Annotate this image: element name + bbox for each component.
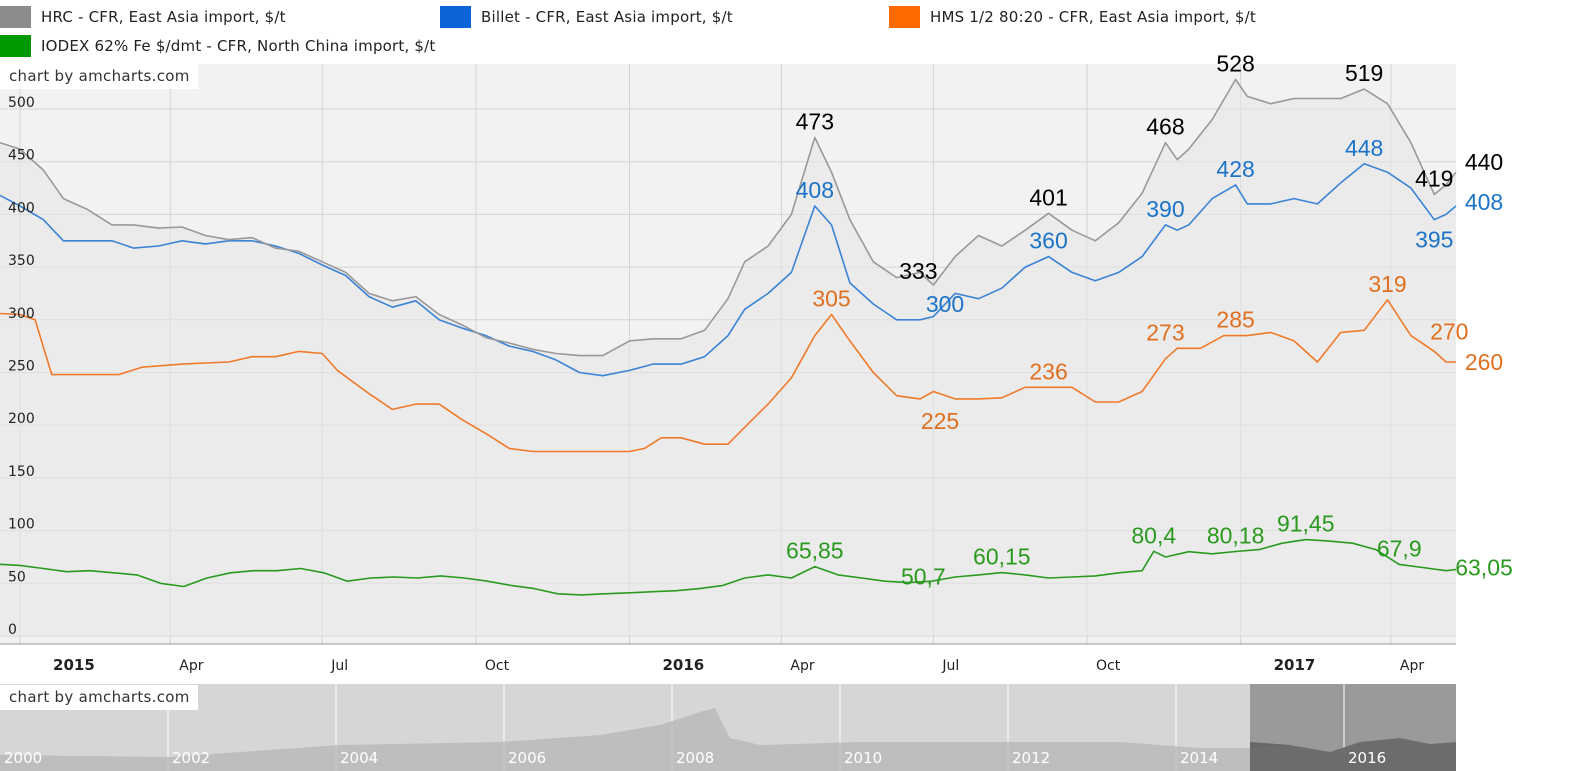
- data-label-iodex: 80,4: [1131, 522, 1176, 548]
- legend-item-iodex[interactable]: IODEX 62% Fe $/dmt - CFR, North China im…: [0, 35, 436, 57]
- data-label-hms: 285: [1216, 307, 1254, 333]
- y-axis-ticks: 0 50 100 150 200 250 300 350 400 450 500: [8, 95, 35, 638]
- x-axis-ticks: 2015 Apr Jul Oct 2016 Apr Jul Oct 2017 Apr: [53, 656, 1424, 674]
- data-label-hms: 225: [921, 408, 959, 434]
- scrollbar-credit[interactable]: chart by amcharts.com: [0, 685, 198, 710]
- scrollbar[interactable]: 2000 2002 2004 2006 2008 2010 2012 2014 2016: [0, 684, 1456, 771]
- data-label-billet: 390: [1146, 196, 1184, 222]
- x-tick-label: Apr: [179, 658, 203, 674]
- y-tick-label: 50: [8, 569, 26, 585]
- series-line-hrc[interactable]: [0, 78, 1457, 357]
- data-label-hrc: 419: [1415, 165, 1453, 191]
- data-label-billet: 408: [796, 177, 834, 203]
- legend-swatch-hms: [889, 6, 920, 28]
- legend-item-hms[interactable]: HMS 1/2 80:20 - CFR, East Asia import, $…: [889, 6, 1256, 28]
- data-label-iodex: 91,45: [1277, 511, 1335, 537]
- y-tick-label: 150: [8, 464, 35, 480]
- data-label-hms: 260: [1465, 349, 1503, 375]
- legend-item-hrc[interactable]: HRC - CFR, East Asia import, $/t: [0, 6, 286, 28]
- data-label-iodex: 63,05: [1455, 555, 1513, 581]
- scrollbar-year-label: 2012: [1012, 749, 1050, 767]
- legend-label-billet: Billet - CFR, East Asia import, $/t: [481, 8, 733, 26]
- x-tick-label: Oct: [485, 658, 510, 674]
- x-tick-label: Jul: [330, 658, 348, 674]
- data-label-hms: 273: [1146, 319, 1184, 345]
- y-tick-label: 100: [8, 517, 35, 533]
- data-label-iodex: 67,9: [1377, 535, 1422, 561]
- scrollbar-year-label: 2008: [676, 749, 714, 767]
- series-lines: [0, 78, 1457, 596]
- y-tick-label: 200: [8, 411, 35, 427]
- legend-swatch-hrc: [0, 6, 31, 28]
- data-label-hrc: 468: [1146, 114, 1184, 140]
- series-line-hms[interactable]: [0, 299, 1456, 453]
- scrollbar-year-label: 2010: [844, 749, 882, 767]
- legend-label-iodex: IODEX 62% Fe $/dmt - CFR, North China im…: [41, 37, 436, 55]
- legend-swatch-iodex: [0, 35, 31, 57]
- x-tick-label: Apr: [1400, 658, 1424, 674]
- data-label-iodex: 60,15: [973, 544, 1031, 570]
- scrollbar-year-label: 2014: [1180, 749, 1218, 767]
- chart-credit[interactable]: chart by amcharts.com: [0, 64, 198, 89]
- data-label-iodex: 65,85: [786, 538, 844, 564]
- scrollbar-year-label: 2004: [340, 749, 378, 767]
- data-label-hrc: 473: [796, 108, 834, 134]
- scrollbar-silhouette: [0, 708, 1456, 771]
- scrollbar-year-label: 2002: [172, 749, 210, 767]
- scrollbar-year-label: 2000: [4, 749, 42, 767]
- data-label-iodex: 80,18: [1207, 522, 1265, 548]
- legend-label-hrc: HRC - CFR, East Asia import, $/t: [41, 8, 286, 26]
- legend-item-billet[interactable]: Billet - CFR, East Asia import, $/t: [440, 6, 733, 28]
- data-labels: 473 333 401 468 528 519 419 440 408 300 360 390 428 4…: [786, 50, 1513, 589]
- legend-label-hms: HMS 1/2 80:20 - CFR, East Asia import, $…: [930, 8, 1256, 26]
- scrollbar-year-label: 2016: [1348, 749, 1386, 767]
- data-label-billet: 395: [1415, 227, 1453, 253]
- data-label-hrc: 519: [1345, 60, 1383, 86]
- data-label-billet: 428: [1216, 156, 1254, 182]
- x-tick-label: 2015: [53, 656, 95, 674]
- scrollbar-silhouette-selected: [1250, 738, 1456, 771]
- data-label-hrc: 528: [1216, 50, 1254, 76]
- legend-swatch-billet: [440, 6, 471, 28]
- y-tick-label: 250: [8, 359, 35, 375]
- y-tick-label: 500: [8, 95, 35, 111]
- x-tick-label: Oct: [1096, 658, 1121, 674]
- data-label-billet: 448: [1345, 135, 1383, 161]
- x-tick-label: 2017: [1274, 656, 1316, 674]
- data-label-billet: 408: [1465, 189, 1503, 215]
- data-label-hms: 270: [1430, 318, 1468, 344]
- series-line-billet[interactable]: [0, 163, 1457, 377]
- scrollbar-year-label: 2006: [508, 749, 546, 767]
- y-tick-label: 450: [8, 148, 35, 164]
- y-tick-label: 0: [8, 622, 17, 638]
- data-label-hms: 236: [1029, 358, 1067, 384]
- data-label-hms: 305: [812, 286, 850, 312]
- data-label-billet: 360: [1029, 228, 1067, 254]
- data-label-hms: 319: [1368, 271, 1406, 297]
- y-tick-label: 400: [8, 200, 35, 216]
- y-tick-label: 350: [8, 253, 35, 269]
- data-label-hrc: 401: [1029, 184, 1067, 210]
- data-label-billet: 300: [926, 291, 964, 317]
- data-label-iodex: 50,7: [901, 564, 946, 590]
- x-tick-label: 2016: [662, 656, 704, 674]
- data-label-hrc: 333: [899, 258, 937, 284]
- x-tick-label: Jul: [941, 658, 959, 674]
- hrc-area: [0, 79, 1456, 636]
- y-tick-label: 300: [8, 306, 35, 322]
- series-line-iodex[interactable]: [0, 538, 1457, 596]
- data-label-hrc: 440: [1465, 149, 1503, 175]
- hrc-area-fill: [0, 79, 1456, 636]
- x-tick-label: Apr: [790, 658, 814, 674]
